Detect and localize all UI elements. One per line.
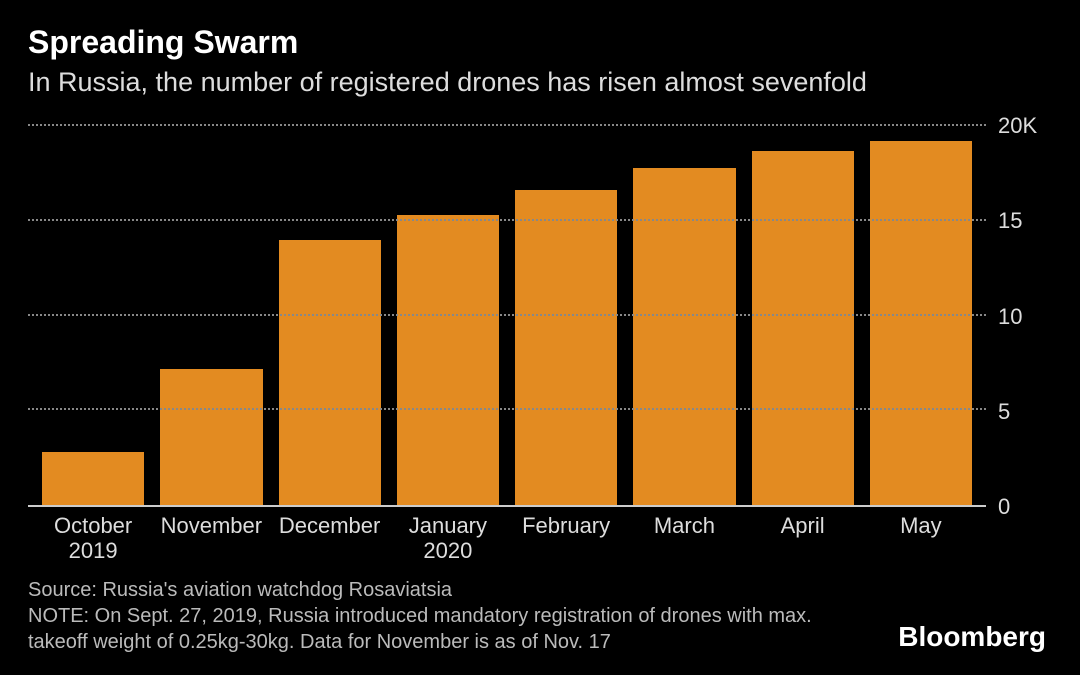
x-tick-label: December	[271, 513, 389, 564]
gridline	[28, 408, 986, 410]
note-text: NOTE: On Sept. 27, 2019, Russia introduc…	[28, 603, 848, 655]
bar	[870, 141, 972, 505]
x-axis: October 2019NovemberDecemberJanuary 2020…	[28, 507, 986, 564]
y-tick-label: 10	[998, 304, 1022, 330]
y-axis: 05101520K	[992, 126, 1052, 507]
x-tick-label: January 2020	[389, 513, 507, 564]
gridline	[28, 219, 986, 221]
x-tick-label: April	[744, 513, 862, 564]
plot-area	[28, 126, 986, 507]
source-text: Source: Russia's aviation watchdog Rosav…	[28, 577, 848, 603]
x-tick-label: March	[625, 513, 743, 564]
bar	[515, 190, 617, 505]
brand-logo: Bloomberg	[898, 621, 1052, 655]
x-tick-label: November	[152, 513, 270, 564]
chart-subtitle: In Russia, the number of registered dron…	[28, 67, 1052, 98]
bar-slot	[625, 126, 743, 505]
y-tick-label: 15	[998, 208, 1022, 234]
bar	[397, 215, 499, 505]
gridline	[28, 314, 986, 316]
plot: October 2019NovemberDecemberJanuary 2020…	[28, 126, 986, 563]
x-tick-label: May	[862, 513, 980, 564]
bar-slot	[744, 126, 862, 505]
bar-slot	[507, 126, 625, 505]
bar-slot	[389, 126, 507, 505]
x-tick-label: February	[507, 513, 625, 564]
bar-slot	[152, 126, 270, 505]
chart-title: Spreading Swarm	[28, 24, 1052, 61]
y-tick-label: 0	[998, 494, 1010, 520]
chart-footer: Source: Russia's aviation watchdog Rosav…	[28, 577, 1052, 655]
bar-slot	[34, 126, 152, 505]
bar-slot	[271, 126, 389, 505]
bar-slot	[862, 126, 980, 505]
bars-group	[28, 126, 986, 505]
bar	[752, 151, 854, 505]
x-tick-label: October 2019	[34, 513, 152, 564]
chart-container: Spreading Swarm In Russia, the number of…	[0, 0, 1080, 675]
bar	[42, 452, 144, 505]
bar	[160, 369, 262, 505]
y-tick-label: 5	[998, 399, 1010, 425]
chart-area: October 2019NovemberDecemberJanuary 2020…	[28, 126, 1052, 563]
bar	[279, 240, 381, 505]
y-tick-label: 20K	[998, 113, 1037, 139]
gridline	[28, 124, 986, 126]
footer-text: Source: Russia's aviation watchdog Rosav…	[28, 577, 848, 655]
